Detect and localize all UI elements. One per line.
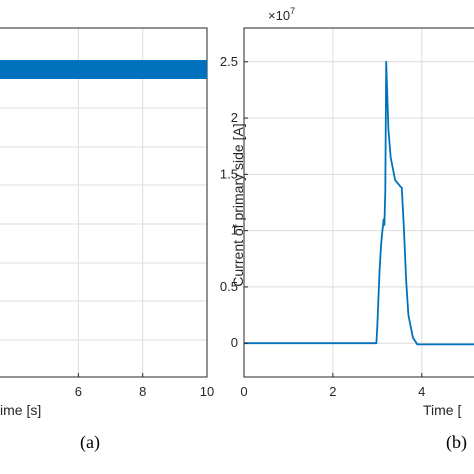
plot-frame-b xyxy=(243,27,474,378)
y-tick-label-b: 1.5 xyxy=(220,166,238,181)
x-tick-label-a: 10 xyxy=(200,384,214,399)
y-multiplier: ×107 xyxy=(268,6,295,23)
x-tick-label-b: 4 xyxy=(418,384,425,399)
x-axis-label-a: ime [s] xyxy=(0,402,41,418)
x-tick-label-b: 0 xyxy=(240,384,247,399)
x-tick-label-a: 8 xyxy=(139,384,146,399)
x-axis-label-b: Time [ xyxy=(423,402,461,418)
caption-a: (a) xyxy=(80,432,100,453)
chart-b: 0 0.5 1 1.5 2 2.5 0 2 4 ×107 Current of primary… xyxy=(220,6,474,418)
plot-frame-a xyxy=(0,27,208,378)
x-tick-label-b: 2 xyxy=(329,384,336,399)
y-tick-label-b: 2 xyxy=(231,110,238,125)
y-axis-label-b: Current of primary side [A] xyxy=(230,123,246,286)
y-tick-label-b: 0.5 xyxy=(220,279,238,294)
y-tick-label-b: 0 xyxy=(231,335,238,350)
y-tick-label-b: 1 xyxy=(231,223,238,238)
x-tick-label-a: 6 xyxy=(75,384,82,399)
y-tick-label-b: 2.5 xyxy=(220,54,238,69)
chart-a: 6 8 10 ime [s] xyxy=(0,27,214,418)
caption-b: (b) xyxy=(446,432,467,453)
series-line-b xyxy=(244,60,474,346)
series-band-a xyxy=(0,60,207,79)
